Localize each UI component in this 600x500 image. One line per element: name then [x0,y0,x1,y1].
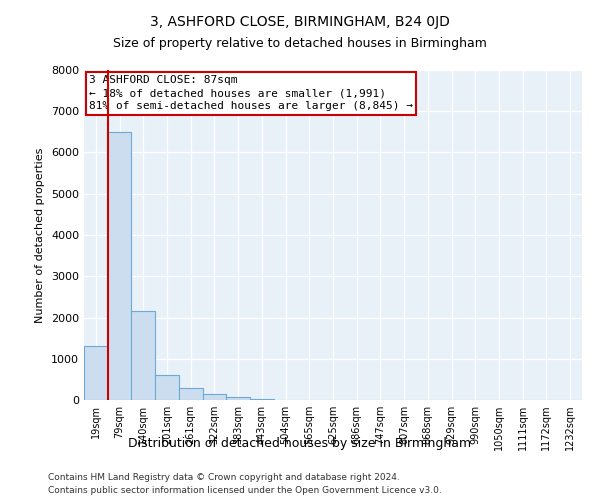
Bar [84,346,108,400]
Text: Size of property relative to detached houses in Birmingham: Size of property relative to detached ho… [113,38,487,51]
Bar [250,399,274,400]
Bar [131,312,155,400]
Text: 3 ASHFORD CLOSE: 87sqm
← 18% of detached houses are smaller (1,991)
81% of semi-: 3 ASHFORD CLOSE: 87sqm ← 18% of detached… [89,75,413,112]
Bar [155,375,179,400]
Text: Contains public sector information licensed under the Open Government Licence v3: Contains public sector information licen… [48,486,442,495]
Text: Distribution of detached houses by size in Birmingham: Distribution of detached houses by size … [128,438,472,450]
Bar [179,388,203,400]
Bar [226,396,250,400]
Y-axis label: Number of detached properties: Number of detached properties [35,148,46,322]
Bar [203,394,226,400]
Text: 3, ASHFORD CLOSE, BIRMINGHAM, B24 0JD: 3, ASHFORD CLOSE, BIRMINGHAM, B24 0JD [150,15,450,29]
Text: Contains HM Land Registry data © Crown copyright and database right 2024.: Contains HM Land Registry data © Crown c… [48,472,400,482]
Bar [108,132,131,400]
